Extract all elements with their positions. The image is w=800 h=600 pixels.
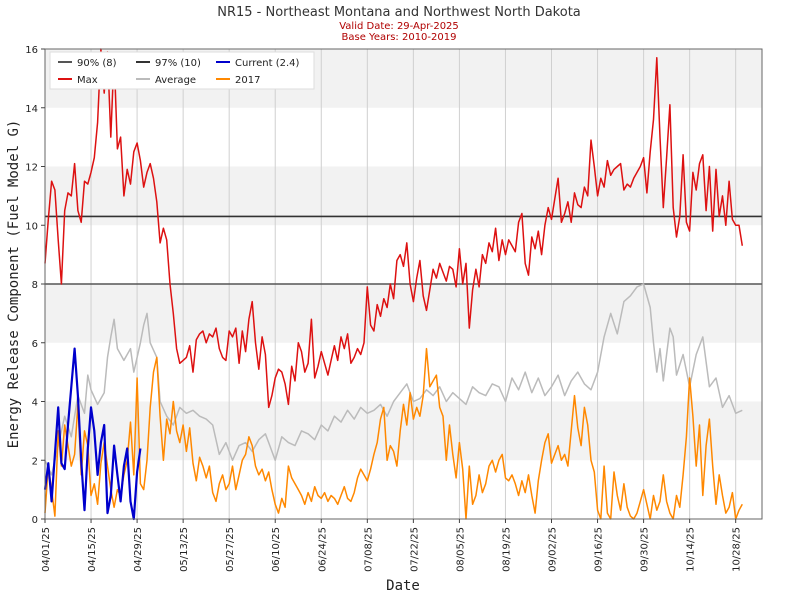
chart-subtitle-base-years: Base Years: 2010-2019 <box>342 32 457 43</box>
legend-label-current: Current (2.4) <box>235 58 300 69</box>
background-band <box>45 225 762 284</box>
y-tick-label: 0 <box>32 515 38 526</box>
x-tick-label: 05/27/25 <box>225 527 236 572</box>
x-tick-label: 09/30/25 <box>640 527 651 572</box>
x-tick-label: 08/19/25 <box>501 527 512 572</box>
y-tick-label: 10 <box>25 221 38 232</box>
y-tick-label: 14 <box>25 104 38 115</box>
background-band <box>45 460 762 519</box>
background-band <box>45 342 762 402</box>
y-tick-label: 6 <box>32 339 38 350</box>
background-bands <box>45 49 762 519</box>
y-tick-label: 2 <box>32 456 38 467</box>
legend-label-97pct: 97% (10) <box>155 58 201 69</box>
legend-box <box>49 51 315 90</box>
series-line-max <box>44 48 744 409</box>
x-tick-label: 04/29/25 <box>133 527 144 572</box>
chart-title: NR15 - Northeast Montana and Northwest N… <box>217 5 581 20</box>
x-tick-label: 06/24/25 <box>317 527 328 572</box>
background-band <box>45 107 762 167</box>
y-tick-label: 16 <box>25 45 38 56</box>
series-lines <box>43 48 744 521</box>
x-tick-label: 08/05/25 <box>455 527 466 572</box>
x-tick-label: 10/28/25 <box>732 527 743 572</box>
x-tick-label: 07/22/25 <box>409 527 420 572</box>
x-tick-label: 06/10/25 <box>271 527 282 572</box>
x-tick-label: 07/08/25 <box>363 527 374 572</box>
y-axis-ticks: 0 2 4 6 8 10 12 14 16 <box>25 45 45 526</box>
background-band <box>45 284 762 343</box>
legend: 90% (8) 97% (10) Current (2.4) Max Avera… <box>49 51 315 90</box>
x-tick-label: 05/13/25 <box>179 527 190 572</box>
y-axis-label: Energy Release Component (Fuel Model G) <box>6 120 22 449</box>
legend-label-max: Max <box>77 75 98 86</box>
chart-subtitle-valid-date: Valid Date: 29-Apr-2025 <box>339 21 459 32</box>
y-tick-label: 12 <box>25 163 38 174</box>
y-tick-label: 8 <box>32 280 38 291</box>
y-tick-label: 4 <box>32 398 38 409</box>
series-line-current-2-4 <box>43 347 142 521</box>
x-tick-label: 04/15/25 <box>87 527 98 572</box>
legend-label-average: Average <box>155 75 196 86</box>
x-tick-label: 09/16/25 <box>594 527 605 572</box>
x-axis-label: Date <box>386 578 420 594</box>
legend-label-2017: 2017 <box>235 75 260 86</box>
series-line-2017 <box>44 347 743 520</box>
legend-label-90pct: 90% (8) <box>77 58 117 69</box>
x-tick-label: 10/14/25 <box>686 527 697 572</box>
x-tick-label: 09/02/25 <box>548 527 559 572</box>
x-axis-ticks: 04/01/25 04/15/25 04/29/25 05/13/25 05/27/25… <box>41 519 743 572</box>
x-tick-label: 04/01/25 <box>41 527 52 572</box>
background-band <box>45 166 762 226</box>
